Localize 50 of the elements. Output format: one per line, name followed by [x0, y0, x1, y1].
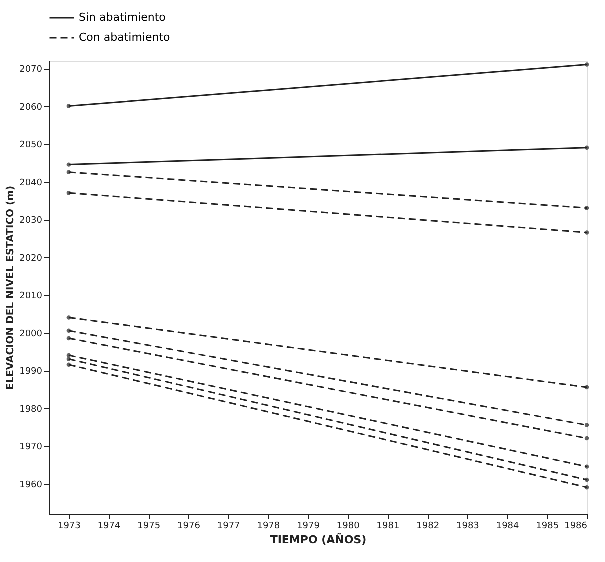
point — [584, 62, 590, 67]
x-tick-label: 1977 — [217, 522, 240, 532]
point — [66, 362, 72, 368]
x-tick-label: 1986 — [564, 522, 588, 532]
y-tick-label: 2010 — [20, 292, 43, 302]
point — [66, 357, 72, 362]
y-tick-label: 1960 — [20, 480, 43, 490]
y-tick-label: 2000 — [20, 329, 43, 340]
y-tick-label: 2020 — [20, 254, 43, 264]
y-tick-label: 2030 — [20, 216, 43, 226]
point — [66, 170, 72, 174]
point — [584, 385, 590, 390]
x-tick-label: 1981 — [376, 522, 400, 532]
x-tick-label: 1980 — [336, 522, 360, 532]
x-tick-label: 1975 — [138, 522, 161, 532]
point — [66, 328, 72, 334]
x-tick-label: 1973 — [58, 522, 81, 532]
point — [66, 336, 72, 341]
point — [66, 316, 72, 320]
x-tick-label: 1979 — [297, 522, 320, 532]
y-tick-label: 2070 — [20, 65, 43, 76]
point — [584, 464, 590, 469]
point — [66, 353, 72, 358]
point — [584, 436, 590, 441]
x-tick-label: 1984 — [496, 522, 520, 532]
x-tick-label: 1976 — [178, 522, 201, 532]
y-tick-label: 2040 — [20, 178, 43, 188]
x-tick-label: 1982 — [416, 522, 440, 532]
x-axis-title: TIEMPO (AÑOS) — [270, 532, 367, 546]
legend-label: Con abatimiento — [79, 31, 171, 44]
y-tick-label: 1970 — [20, 442, 43, 453]
point — [584, 478, 590, 482]
point — [584, 230, 590, 235]
x-tick-label: 1985 — [536, 522, 560, 532]
y-tick-label: 2050 — [20, 140, 43, 151]
point — [66, 191, 72, 196]
legend-label: Sin abatimiento — [79, 11, 166, 24]
x-tick-label: 1974 — [98, 522, 122, 532]
point — [584, 146, 590, 150]
point — [584, 485, 590, 490]
point — [584, 206, 590, 210]
point — [66, 104, 72, 108]
x-tick-label: 1978 — [257, 522, 280, 532]
y-tick-label: 1990 — [20, 367, 43, 378]
y-tick-label: 1980 — [20, 404, 43, 415]
point — [66, 162, 72, 167]
y-axis-title: ELEVACION DEL NIVEL ESTATICO (m) — [6, 186, 17, 390]
point — [584, 423, 590, 428]
y-tick-label: 2060 — [20, 102, 43, 113]
x-tick-label: 1983 — [456, 522, 480, 532]
